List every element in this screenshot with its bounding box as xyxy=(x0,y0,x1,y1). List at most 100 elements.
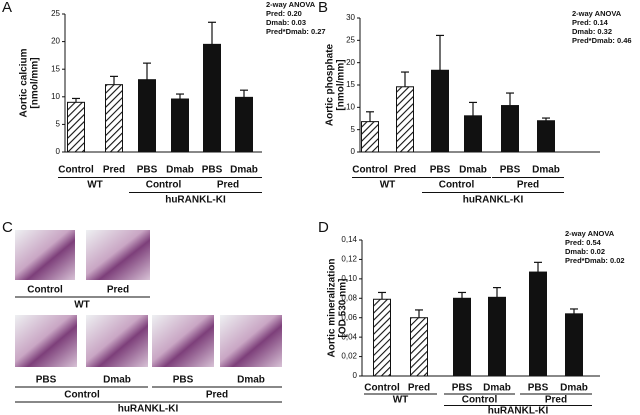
x-tick-label: Pred xyxy=(394,165,416,176)
x-tick-label: PBS xyxy=(452,383,473,394)
bar xyxy=(396,86,414,153)
bar xyxy=(373,298,391,377)
x-tick-label: Dmab xyxy=(532,165,560,176)
histology-image xyxy=(15,230,75,280)
x-tick-label: Pred xyxy=(408,383,430,394)
group-label: Pred xyxy=(217,180,239,191)
bar xyxy=(464,115,482,153)
group-label: huRANKL-KI xyxy=(488,406,549,415)
group-label: huRANKL-KI xyxy=(165,195,226,206)
x-tick-label: Dmab xyxy=(560,383,588,394)
annotation: Pred*Dmab: 0.02 xyxy=(565,256,625,265)
annotation: Pred: 0.54 xyxy=(565,238,602,247)
group-label: Pred xyxy=(517,180,539,191)
histology-image xyxy=(86,230,150,280)
y-axis-label: [nmol/mm] xyxy=(30,57,41,108)
group-label: Pred xyxy=(545,395,567,406)
annotation: Dmab: 0.02 xyxy=(565,247,605,256)
x-tick-label: Control xyxy=(58,165,94,176)
bar xyxy=(171,98,189,153)
annotation: Dmab: 0.03 xyxy=(266,18,306,27)
image-label: PBS xyxy=(173,375,194,386)
y-tick-label: 0 xyxy=(353,371,358,380)
panel-letter: D xyxy=(318,219,329,236)
annotation: Pred*Dmab: 0.27 xyxy=(266,27,326,36)
image-label: PBS xyxy=(36,375,57,386)
bar xyxy=(203,43,221,153)
image-label: Dmab xyxy=(103,375,131,386)
bar xyxy=(105,84,123,153)
y-tick-label: 25 xyxy=(51,9,60,18)
y-tick-label: 10 xyxy=(51,92,60,101)
y-tick-label: 10 xyxy=(346,102,355,111)
bar xyxy=(565,313,583,377)
y-tick-label: 0,10 xyxy=(341,274,357,283)
y-tick-label: 0,14 xyxy=(341,235,357,244)
y-axis-label: Aortic mineralization xyxy=(327,259,338,358)
x-tick-label: PBS xyxy=(202,165,223,176)
bar xyxy=(235,96,253,153)
annotation: 2-way ANOVA xyxy=(266,0,316,9)
group-label: Control xyxy=(462,395,498,406)
group-label: Control xyxy=(439,180,475,191)
annotation: 2-way ANOVA xyxy=(572,9,622,18)
group-label: Pred xyxy=(206,390,228,401)
x-tick-label: PBS xyxy=(430,165,451,176)
bar xyxy=(529,271,547,377)
y-tick-label: 0,04 xyxy=(341,332,357,341)
image-label: Control xyxy=(27,285,63,296)
x-tick-label: PBS xyxy=(137,165,158,176)
x-tick-label: Dmab xyxy=(459,165,487,176)
bar xyxy=(537,120,555,153)
y-tick-label: 0,12 xyxy=(341,255,357,264)
bar xyxy=(488,296,506,377)
group-label: WT xyxy=(393,395,409,406)
annotation: Pred: 0.20 xyxy=(266,9,302,18)
y-tick-label: 15 xyxy=(346,80,355,89)
histology-image xyxy=(86,315,148,367)
group-label: WT xyxy=(74,300,90,311)
bar xyxy=(501,105,519,153)
y-axis-label: [nmol/mm] xyxy=(336,59,347,110)
group-label: huRANKL-KI xyxy=(463,195,524,206)
histology-image xyxy=(15,315,77,367)
x-tick-label: Pred xyxy=(103,165,125,176)
x-tick-label: Control xyxy=(352,165,388,176)
bar xyxy=(410,317,428,377)
y-tick-label: 5 xyxy=(56,120,61,129)
annotation: Pred*Dmab: 0.46 xyxy=(572,36,632,45)
group-label: Control xyxy=(146,180,182,191)
y-tick-label: 20 xyxy=(51,37,60,46)
y-tick-label: 0,02 xyxy=(341,352,357,361)
x-tick-label: PBS xyxy=(528,383,549,394)
panel-letter: A xyxy=(2,0,12,16)
y-axis-label: Aortic calcium xyxy=(19,48,30,117)
x-tick-label: Dmab xyxy=(483,383,511,394)
y-tick-label: 0 xyxy=(351,147,356,156)
image-label: Pred xyxy=(107,285,129,296)
image-label: Dmab xyxy=(237,375,265,386)
histology-image xyxy=(220,315,282,367)
group-label: WT xyxy=(87,180,103,191)
y-tick-label: 0,08 xyxy=(341,293,357,302)
y-tick-label: 5 xyxy=(351,125,356,134)
annotation: Pred: 0.14 xyxy=(572,18,609,27)
y-tick-label: 20 xyxy=(346,58,355,67)
y-axis-label: [OD 530 nm] xyxy=(338,279,349,338)
group-label: WT xyxy=(380,180,396,191)
bar xyxy=(453,297,471,377)
bar xyxy=(431,69,449,153)
panel-letter: B xyxy=(318,0,328,16)
annotation: 2-way ANOVA xyxy=(565,229,615,238)
panel-letter: C xyxy=(2,219,13,236)
x-tick-label: Dmab xyxy=(230,165,258,176)
x-tick-label: Control xyxy=(364,383,400,394)
x-tick-label: Dmab xyxy=(166,165,194,176)
y-tick-label: 0,06 xyxy=(341,313,357,322)
annotation: Dmab: 0.32 xyxy=(572,27,612,36)
bar xyxy=(138,79,156,153)
y-tick-label: 15 xyxy=(51,64,60,73)
group-label: huRANKL-KI xyxy=(118,404,179,415)
bar xyxy=(361,121,379,153)
